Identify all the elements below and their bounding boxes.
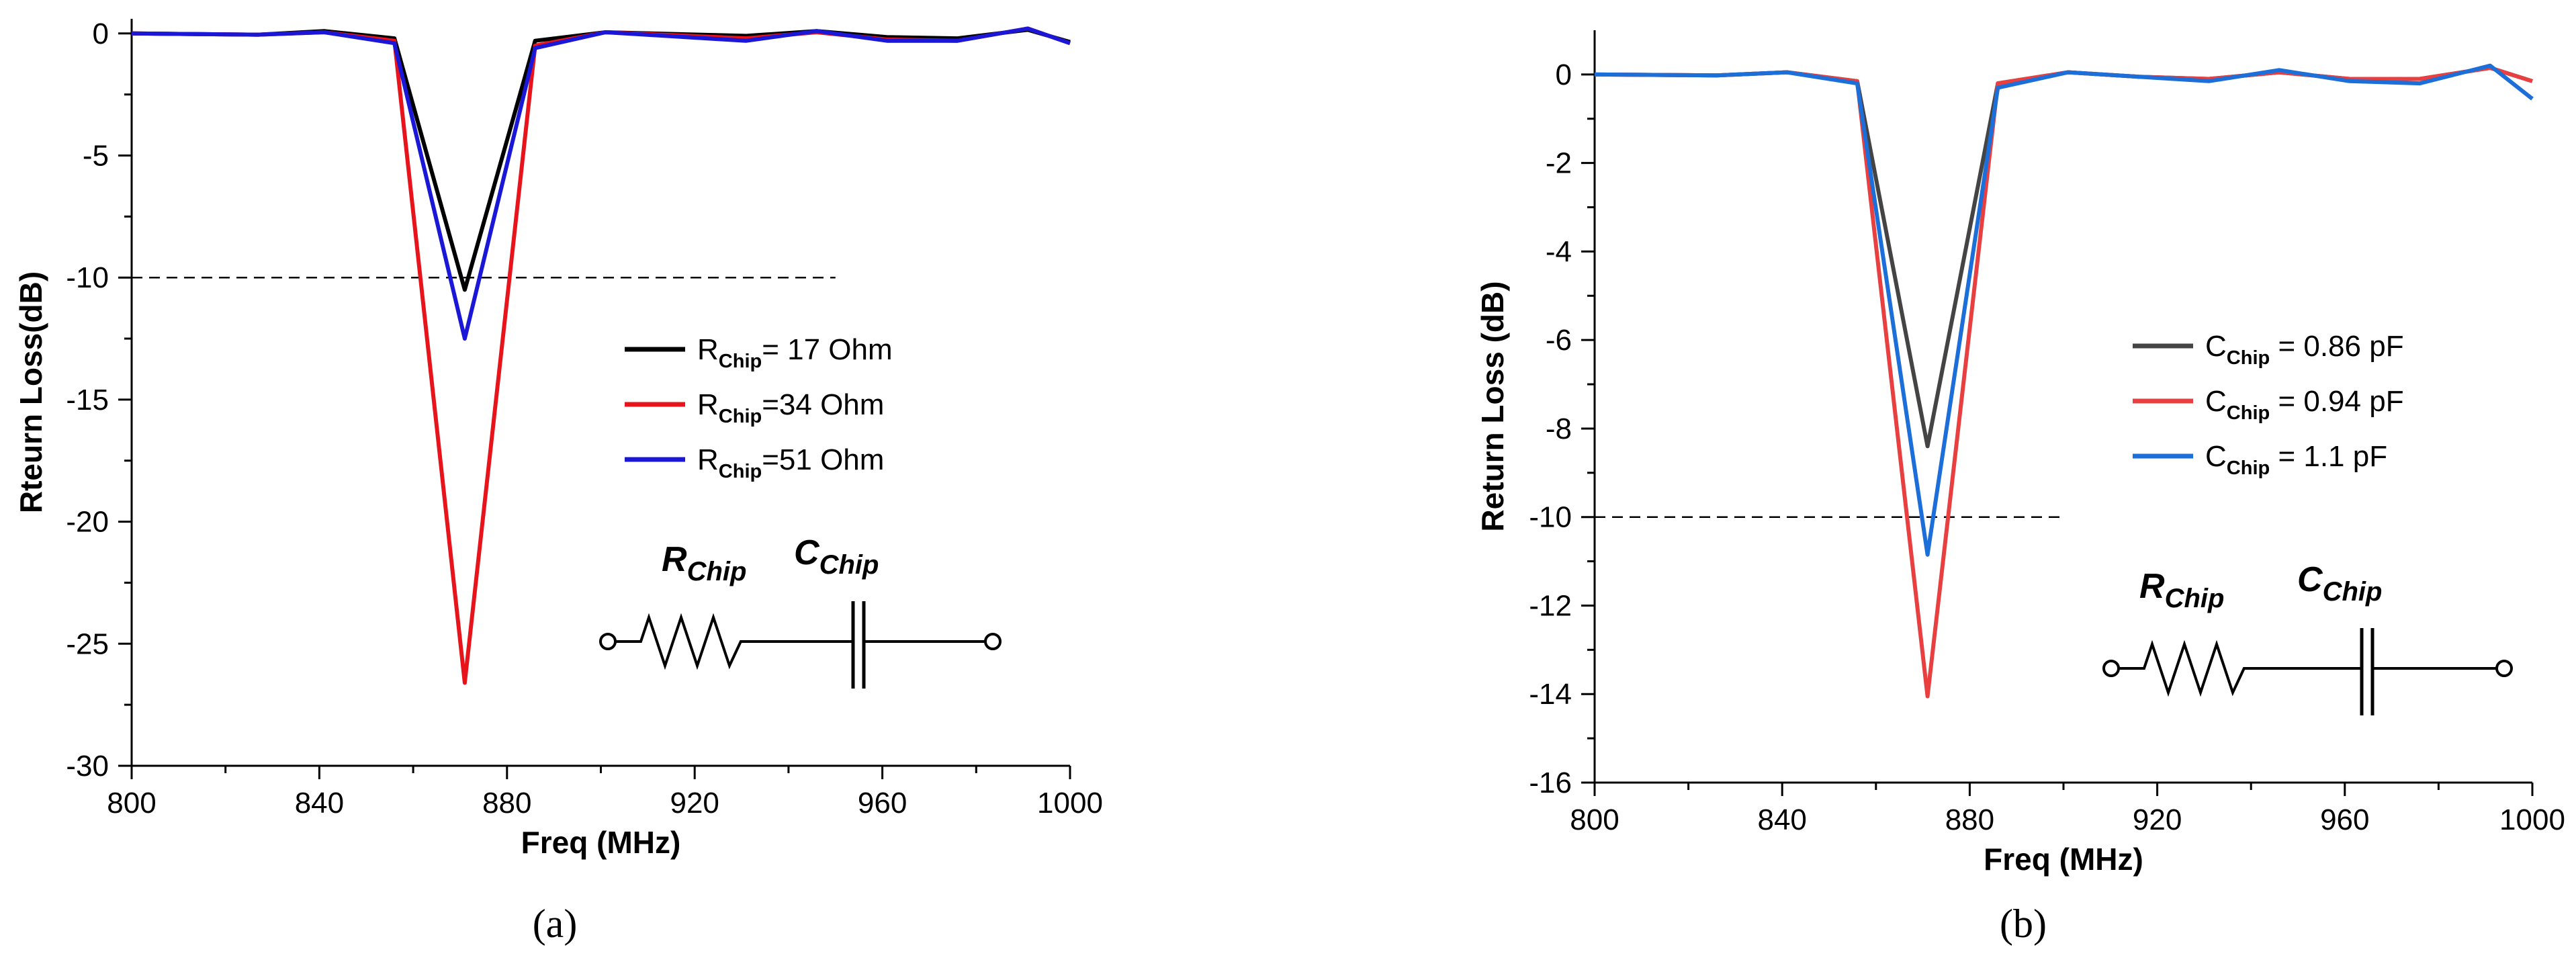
y-axis-title: Rteurn Loss(dB) xyxy=(13,271,48,513)
legend-label-sub: Chip xyxy=(719,351,762,372)
x-axis-title: Freq (MHz) xyxy=(1984,842,2143,877)
legend-label-sub: Chip xyxy=(719,406,762,427)
y-tick-label: -12 xyxy=(1529,589,1572,622)
y-axis-title: Return Loss (dB) xyxy=(1475,281,1510,531)
y-tick-label: 0 xyxy=(1556,58,1572,91)
legend-label-main: R xyxy=(697,333,719,366)
capacitor-label: CChip xyxy=(2297,560,2382,607)
legend-label-main: C xyxy=(2205,385,2227,418)
y-tick-label: -10 xyxy=(66,261,109,294)
panel-label: (b) xyxy=(2000,901,2047,946)
legend-label-rest: =51 Ohm xyxy=(762,443,884,476)
resistor-symbol xyxy=(2119,640,2360,697)
circuit-terminal-right xyxy=(984,633,1002,650)
y-tick-label: -14 xyxy=(1529,678,1572,711)
legend-label-rest: = 0.94 pF xyxy=(2270,385,2403,418)
series-line-1 xyxy=(131,28,1071,292)
panel-label: (a) xyxy=(533,901,578,946)
x-tick-label: 880 xyxy=(1945,803,1994,836)
series-line-3 xyxy=(1594,63,2534,557)
y-tick-label: -20 xyxy=(66,506,109,539)
circuit-terminal-right xyxy=(2495,660,2513,677)
capacitor-label: CChip xyxy=(794,533,879,580)
legend-label-1: RChip= 17 Ohm xyxy=(697,333,893,372)
legend-label-main: R xyxy=(697,388,719,421)
y-tick-label: -2 xyxy=(1546,147,1572,180)
legend-label-rest: =34 Ohm xyxy=(762,388,884,421)
legend-label-3: CChip = 1.1 pF xyxy=(2205,440,2387,479)
x-tick-label: 800 xyxy=(1570,803,1619,836)
series-line-2 xyxy=(131,26,1071,685)
y-tick-label: -30 xyxy=(66,750,109,783)
resistor-label: RChip xyxy=(2139,567,2224,613)
legend-label-1: CChip = 0.86 pF xyxy=(2205,330,2404,369)
x-tick-label: 1000 xyxy=(1037,787,1103,820)
x-tick-label: 960 xyxy=(2320,803,2369,836)
legend-label-sub: Chip xyxy=(719,461,762,482)
legend-label-rest: = 17 Ohm xyxy=(762,333,892,366)
chart-panel-b: 800 840 880 920 960 1000 0 -2 -4 -6 -8 -10 -12 -14 -16… xyxy=(1475,30,2565,946)
legend-label-sub: Chip xyxy=(2227,457,2270,479)
legend-label-2: RChip=34 Ohm xyxy=(697,388,884,427)
chart-panel-a: 800 840 880 920 960 1000 0 -5 -10 -15 -20 -25 -30 Fre… xyxy=(13,17,1103,946)
x-axis-title: Freq (MHz) xyxy=(521,825,681,860)
x-tick-label: 880 xyxy=(482,787,531,820)
circuit-terminal-left xyxy=(2102,660,2120,677)
y-tick-label: -6 xyxy=(1546,324,1572,357)
legend-label-rest: = 1.1 pF xyxy=(2270,440,2387,473)
legend-label-3: RChip=51 Ohm xyxy=(697,443,884,482)
series-line-3 xyxy=(131,26,1071,341)
legend-label-main: C xyxy=(2205,440,2227,473)
resistor-symbol xyxy=(615,613,852,670)
legend-label-sub: Chip xyxy=(2227,402,2270,424)
legend-label-main: C xyxy=(2205,330,2227,363)
circuit-terminal-left xyxy=(599,633,617,650)
series-line-2 xyxy=(1594,66,2533,699)
x-tick-label: 840 xyxy=(295,787,344,820)
x-tick-label: 920 xyxy=(2133,803,2182,836)
x-tick-label: 1000 xyxy=(2499,803,2565,836)
legend-label-main: R xyxy=(697,443,719,476)
x-tick-label: 840 xyxy=(1757,803,1806,836)
rc-circuit-diagram: RChip CChip xyxy=(599,533,1002,689)
rc-circuit-diagram: RChip CChip xyxy=(2102,560,2513,715)
y-tick-label: -16 xyxy=(1529,766,1572,799)
x-tick-label: 960 xyxy=(858,787,907,820)
y-tick-label: -10 xyxy=(1529,501,1572,534)
legend-label-2: CChip = 0.94 pF xyxy=(2205,385,2404,424)
y-tick-label: -8 xyxy=(1546,412,1572,445)
y-tick-label: -15 xyxy=(66,384,109,416)
x-tick-label: 800 xyxy=(107,787,156,820)
legend-label-rest: = 0.86 pF xyxy=(2270,330,2403,363)
y-tick-label: -4 xyxy=(1546,235,1572,268)
legend-label-sub: Chip xyxy=(2227,347,2270,369)
y-tick-label: -25 xyxy=(66,627,109,660)
x-tick-label: 920 xyxy=(670,787,719,820)
y-tick-label: 0 xyxy=(93,17,109,50)
y-tick-label: -5 xyxy=(83,140,109,173)
resistor-label: RChip xyxy=(662,540,746,586)
